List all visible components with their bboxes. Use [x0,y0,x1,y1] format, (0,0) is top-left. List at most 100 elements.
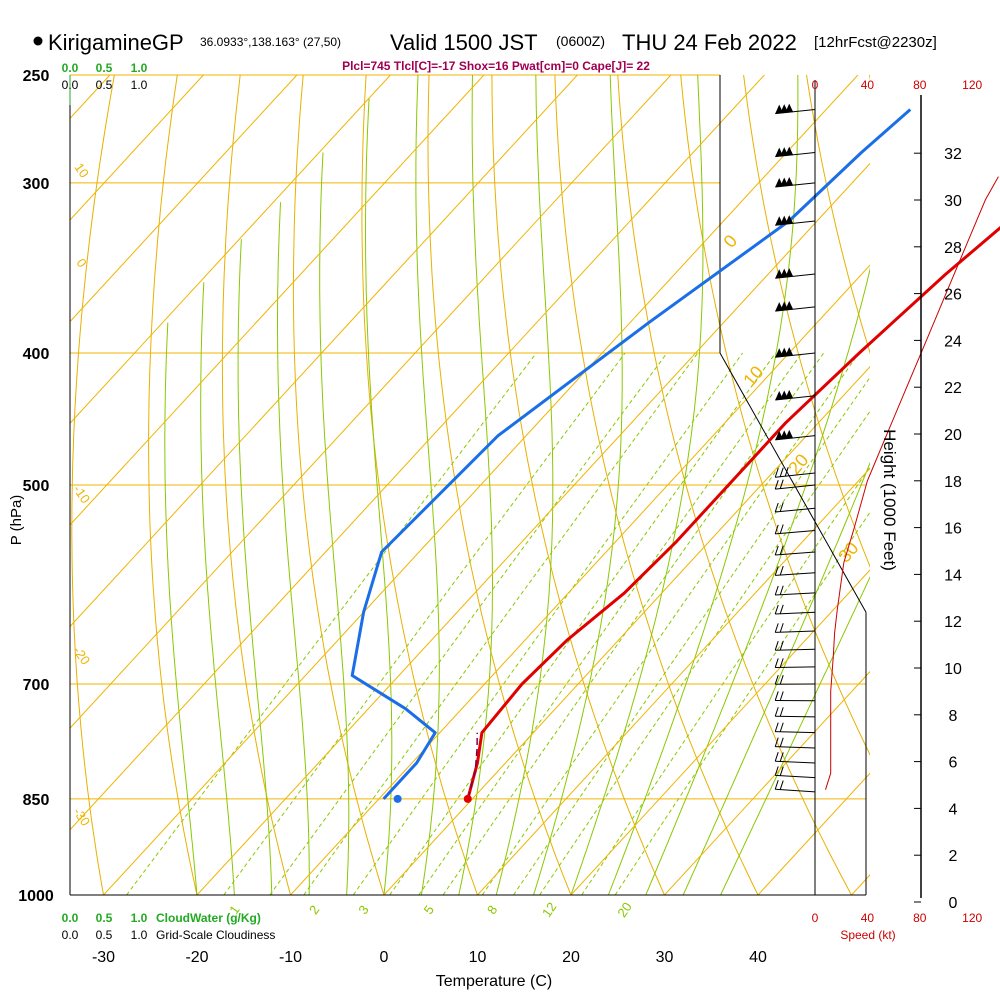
height-tick-label: 26 [944,287,962,304]
height-tick-label: 22 [944,380,962,397]
moist-adiabat [319,152,350,895]
wind-barb-feather [779,623,784,633]
wind-barb [775,389,816,401]
height-tick-label: 10 [944,661,962,678]
wind-barb [774,658,816,668]
cloud-water-scale-top: 0.0 [62,61,79,75]
wind-barb-feather [779,467,784,477]
wind-barb-feather [779,604,784,614]
height-tick-label: 0 [949,895,958,912]
mixing-ratio-lines [126,352,870,895]
cloudiness-scale-bottom: 0.5 [96,928,113,942]
wind-barb-feather [774,604,779,615]
isotherm-line [70,75,672,729]
wind-barb [774,722,816,734]
height-tick-label: 28 [944,240,962,257]
height-tick-label: 14 [944,567,962,584]
wind-barb-feather [779,479,784,489]
temperature-tick-label: -10 [279,949,302,966]
mixing-ratio-label: 8 [484,902,500,917]
height-tick-label: 4 [949,801,958,818]
speed-tick-top: 80 [913,78,927,92]
moist-adiabat [277,202,310,895]
dry-adiabat [932,75,1000,895]
wind-barb-pennant [785,301,794,311]
wind-barb [774,565,816,576]
wind-barb-staff [775,666,816,668]
wind-barb-feather [774,766,779,776]
wind-barb-feather [779,524,784,534]
moist-adiabat [570,75,704,895]
valid-time: Valid 1500 JST [390,30,538,55]
parcel-line [467,732,478,800]
surface-dewpoint-marker [393,794,402,803]
mixing-ratio-label: 20 [614,899,635,919]
wind-barb-staff [775,484,816,490]
moist-adiabat [720,576,870,895]
wind-barb-feather [774,780,779,790]
speed-tick-bottom: 40 [861,911,875,925]
cloud-water-scale-bottom: 0.0 [62,911,79,925]
height-tick-label: 18 [944,474,962,491]
wind-barb [775,215,816,226]
pressure-tick-label: 850 [23,792,50,809]
moist-adiabat [237,239,273,895]
wind-barb-pennant [785,268,794,278]
isotherm-line [290,264,870,895]
wind-speed-line [825,176,999,790]
dry-adiabat [680,75,870,756]
wind-barb [775,176,816,188]
wind-barb-feather [779,675,784,685]
wind-barb-feather [779,502,784,512]
height-tick-label: 20 [944,427,962,444]
moist-adiabats [164,75,870,895]
mixing-ratio-line [126,352,537,895]
mixing-ratio-label: 5 [421,902,437,917]
mixing-ratio-line [352,352,744,895]
moist-adiabat [415,75,440,895]
height-tick-label: 32 [944,146,962,163]
dry-adiabat [554,75,759,895]
dry-adiabat [427,75,572,895]
wind-barb-feather [779,707,784,717]
temperature-tick-label: -30 [92,949,115,966]
mixing-ratio-line [223,352,626,895]
isotherm-label: 10 [739,362,767,390]
cloudiness-scale-top: 0.0 [62,78,79,92]
height-axis-title: Height (1000 Feet) [880,429,899,571]
isotherm-line [196,162,870,895]
wind-barb-feather [774,707,779,717]
wind-barb [774,780,816,793]
wind-barb-feather [774,752,779,762]
wind-barb-feather [779,545,784,555]
height-tick-label: 6 [949,755,958,772]
isotherms [70,75,870,895]
isotherm-line [383,366,870,895]
temperature-tick-label: 40 [749,949,767,966]
wind-barb-feather [779,585,784,595]
sounding-lines [350,108,1000,803]
moist-adiabat [533,75,623,895]
pressure-axis: 250 300 400 500 700 850 1000 [18,68,54,905]
wind-barb-feather [779,737,784,747]
isotherm-line [70,75,204,221]
wind-barb-feather [779,780,784,790]
dry-adiabat [292,75,385,895]
cloud-scales: 0.0 0.5 1.0 0.0 0.5 1.0 0.0 0.5 1.0 CloudWater (g… [62,61,276,942]
wind-barb-feather [774,524,779,535]
cloud-water-scale-bottom: 1.0 [131,911,148,925]
wind-barb [775,347,816,358]
valid-zulu: (0600Z) [556,33,605,49]
isotherm-line [70,75,578,628]
moist-adiabat [682,461,870,895]
isotherm-label: -20 [70,644,93,668]
height-tick-label: 30 [944,193,962,210]
speed-tick-top: 40 [861,78,875,92]
wind-barb-staff [775,774,816,779]
wind-barb [774,524,816,535]
mixing-ratio-line [303,352,699,895]
isotherm-label: 0 [73,256,89,271]
wind-barb [774,467,816,478]
